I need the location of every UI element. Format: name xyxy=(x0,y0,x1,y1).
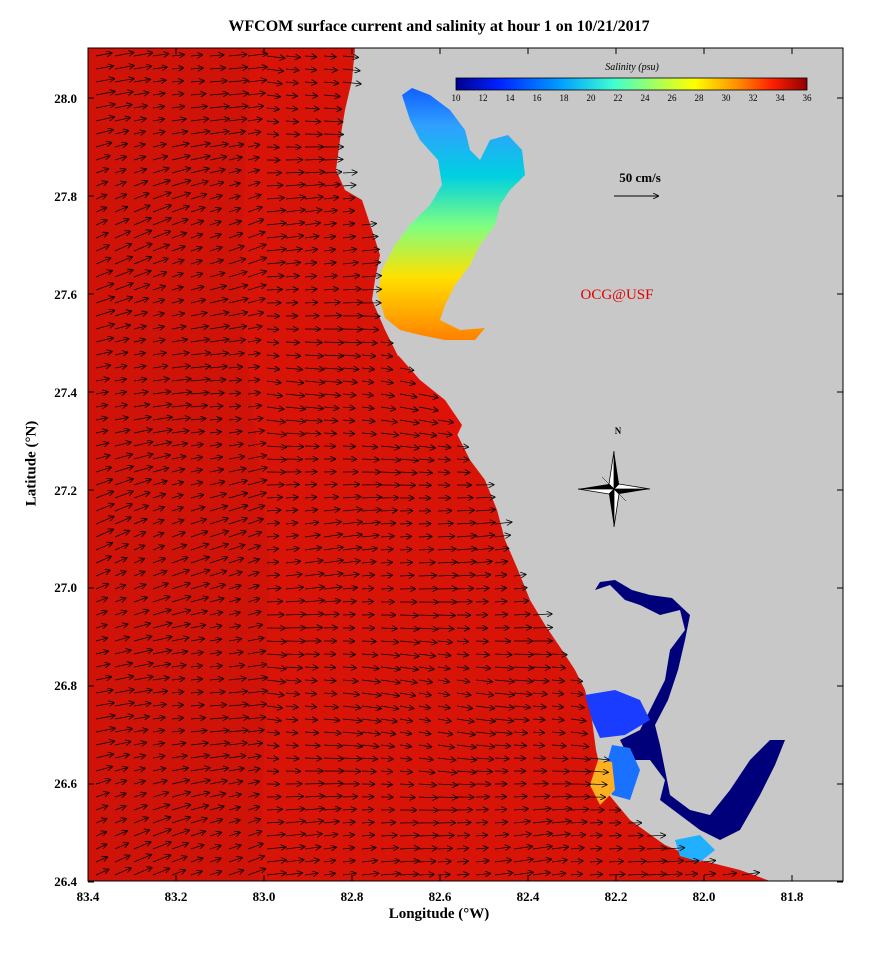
x-tick-label: 82.8 xyxy=(341,889,364,904)
tampa-bay xyxy=(378,88,525,340)
x-axis-ticks: 83.4 83.2 83.0 82.8 82.6 82.4 82.2 82.0 … xyxy=(77,889,804,904)
colorbar-tick-label: 14 xyxy=(506,93,516,103)
credit-text: OCG@USF xyxy=(580,287,653,303)
x-tick-label: 83.4 xyxy=(77,889,100,904)
x-tick-label: 83.2 xyxy=(165,889,188,904)
current-vectors xyxy=(95,53,759,876)
map-title: WFCOM surface current and salinity at ho… xyxy=(228,18,650,35)
colorbar-tick-label: 10 xyxy=(452,93,462,103)
colorbar-tick-label: 28 xyxy=(695,93,705,103)
x-tick-label: 82.6 xyxy=(429,889,452,904)
y-tick-label: 27.8 xyxy=(54,189,77,204)
colorbar-tick-label: 36 xyxy=(803,93,813,103)
y-tick-label: 27.4 xyxy=(54,385,77,400)
scale-arrow-label: 50 cm/s xyxy=(619,170,661,185)
x-tick-label: 82.0 xyxy=(693,889,716,904)
x-tick-label: 83.0 xyxy=(253,889,276,904)
y-tick-label: 27.2 xyxy=(54,483,77,498)
x-tick-label: 82.4 xyxy=(517,889,540,904)
colorbar-tick-label: 30 xyxy=(722,93,732,103)
y-tick-label: 26.8 xyxy=(54,678,77,693)
scale-arrow: 50 cm/s xyxy=(614,170,661,196)
compass-rose-icon: N xyxy=(577,426,651,528)
plot-frame xyxy=(87,47,844,882)
colorbar-tick-label: 34 xyxy=(776,93,786,103)
y-axis-label: Latitude (°N) xyxy=(23,420,40,507)
x-tick-label: 82.2 xyxy=(605,889,628,904)
salinity-colorbar: Salinity (psu) 10 12 14 16 18 20 22 24 26 28 30 32 3… xyxy=(452,62,813,103)
colorbar-tick-label: 20 xyxy=(587,93,597,103)
x-axis-label: Longitude (°W) xyxy=(388,906,490,922)
y-axis-ticks: 28.0 27.8 27.6 27.4 27.2 27.0 26.8 26.6 … xyxy=(54,91,77,889)
colorbar-tick-label: 26 xyxy=(668,93,678,103)
y-tick-label: 27.6 xyxy=(54,287,77,302)
colorbar-tick-label: 18 xyxy=(560,93,570,103)
colorbar-tick-label: 12 xyxy=(479,93,488,103)
y-tick-label: 28.0 xyxy=(54,91,77,106)
compass-north-label: N xyxy=(615,426,622,436)
gulf-ocean xyxy=(88,48,770,881)
colorbar-tick-label: 16 xyxy=(533,93,543,103)
y-tick-label: 27.0 xyxy=(54,580,77,595)
colorbar-tick-label: 32 xyxy=(749,93,758,103)
colorbar-tick-label: 22 xyxy=(614,93,623,103)
y-tick-label: 26.6 xyxy=(54,776,77,791)
colorbar-label: Salinity (psu) xyxy=(605,62,659,73)
y-tick-label: 26.4 xyxy=(54,874,77,889)
x-tick-label: 81.8 xyxy=(781,889,804,904)
colorbar-tick-label: 24 xyxy=(641,93,651,103)
